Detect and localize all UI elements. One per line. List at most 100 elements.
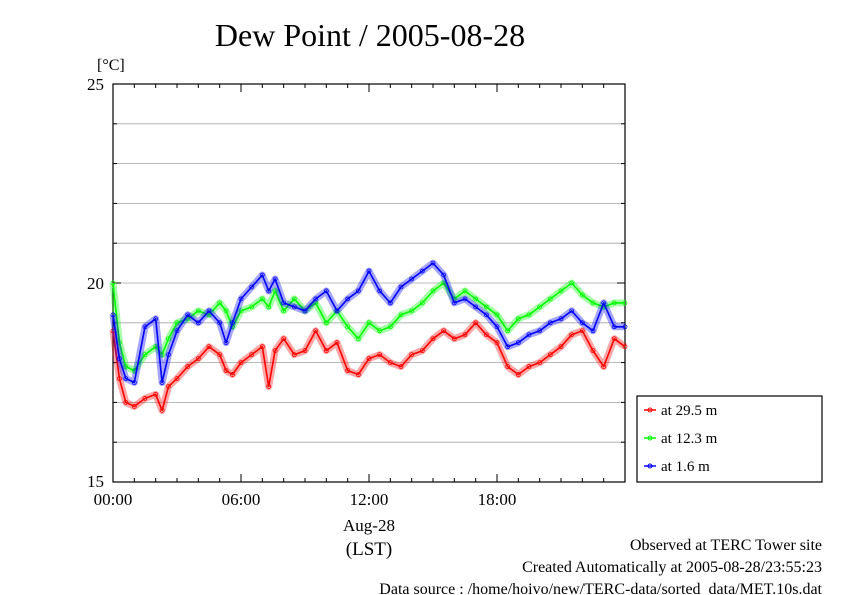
data-point (590, 328, 596, 334)
legend-marker-1-6m (647, 463, 653, 469)
data-point (462, 332, 468, 338)
x-tick-label-1800: 18:00 (478, 490, 517, 509)
data-point (110, 280, 116, 286)
data-point (206, 344, 212, 350)
data-point (185, 312, 191, 318)
data-point (505, 364, 511, 369)
data-point (249, 352, 255, 358)
data-point (526, 332, 532, 338)
data-point (259, 296, 265, 302)
data-point (377, 328, 383, 334)
data-point (462, 288, 468, 294)
data-point (238, 296, 244, 302)
data-point (345, 296, 351, 302)
data-point (430, 336, 436, 342)
data-point (377, 352, 383, 358)
data-point (217, 352, 223, 358)
data-point (558, 344, 564, 350)
series-layer (109, 259, 628, 414)
data-point (569, 280, 575, 286)
y-unit-label: [°C] (97, 57, 125, 74)
data-point (483, 332, 489, 338)
data-point (174, 320, 180, 326)
y-tick-label-20: 20 (87, 274, 104, 293)
data-point (526, 312, 532, 318)
data-point (117, 376, 122, 381)
legend: at 29.5 m at 12.3 m at 1.6 m (636, 395, 823, 483)
data-point (238, 360, 244, 366)
data-point (441, 272, 447, 278)
data-point (291, 304, 297, 310)
data-point (217, 300, 223, 306)
data-point (302, 348, 308, 354)
data-point (302, 308, 308, 314)
data-point (409, 276, 415, 282)
x-tick-label-1200: 12:00 (350, 490, 389, 509)
data-point (166, 352, 171, 358)
data-point (217, 320, 223, 326)
data-point (313, 296, 319, 302)
data-point (387, 360, 393, 366)
legend-label-29-5m: at 29.5 m (661, 403, 718, 419)
data-point (462, 296, 468, 302)
data-point (355, 336, 361, 342)
legend-marker-12-3m (647, 435, 653, 441)
data-point (281, 336, 287, 342)
legend-label-1-6m: at 1.6 m (661, 459, 710, 475)
data-point (323, 288, 329, 294)
legend-box (636, 395, 823, 483)
data-point (174, 328, 180, 334)
grid-lines (113, 123, 625, 443)
data-point (601, 300, 607, 306)
data-point (223, 340, 229, 346)
data-point (223, 308, 229, 314)
data-point (601, 364, 607, 369)
data-point (238, 308, 244, 314)
data-point (526, 364, 532, 369)
data-point (345, 368, 351, 373)
data-point (142, 352, 148, 358)
data-point (195, 308, 201, 314)
data-point (123, 376, 129, 381)
data-point (558, 316, 564, 322)
axis-ticks (112, 83, 626, 483)
data-point (272, 288, 278, 294)
data-point (345, 324, 351, 330)
y-tick-label-25: 25 (87, 75, 104, 94)
data-point (590, 348, 596, 354)
x-date-label: Aug-28 (343, 516, 395, 535)
data-point (473, 296, 479, 302)
data-point (249, 304, 255, 310)
data-point (166, 384, 171, 389)
data-point (131, 403, 137, 409)
data-point (323, 348, 329, 354)
data-point (266, 384, 272, 389)
data-point (334, 308, 340, 314)
data-point (537, 304, 543, 310)
data-point (195, 356, 201, 362)
footer-source: Data source : /home/hoivo/new/TERC-data/… (379, 581, 822, 595)
series-2 (109, 259, 628, 386)
data-point (291, 352, 297, 358)
data-point (622, 300, 628, 306)
data-point (537, 328, 543, 334)
legend-label-12-3m: at 12.3 m (661, 431, 718, 447)
data-point (110, 312, 116, 318)
data-point (441, 280, 447, 286)
data-point (166, 336, 171, 342)
data-point (569, 308, 575, 314)
footer-site: Observed at TERC Tower site (630, 537, 822, 554)
data-point (230, 372, 235, 377)
y-tick-label-15: 15 (87, 472, 104, 491)
data-point (206, 308, 212, 314)
data-point (142, 324, 148, 330)
data-point (611, 336, 617, 342)
data-point (494, 312, 500, 318)
data-point (266, 288, 272, 294)
data-point (622, 324, 628, 330)
data-point (430, 260, 436, 266)
data-point (590, 300, 596, 306)
data-point (419, 268, 425, 274)
data-point (185, 364, 191, 369)
